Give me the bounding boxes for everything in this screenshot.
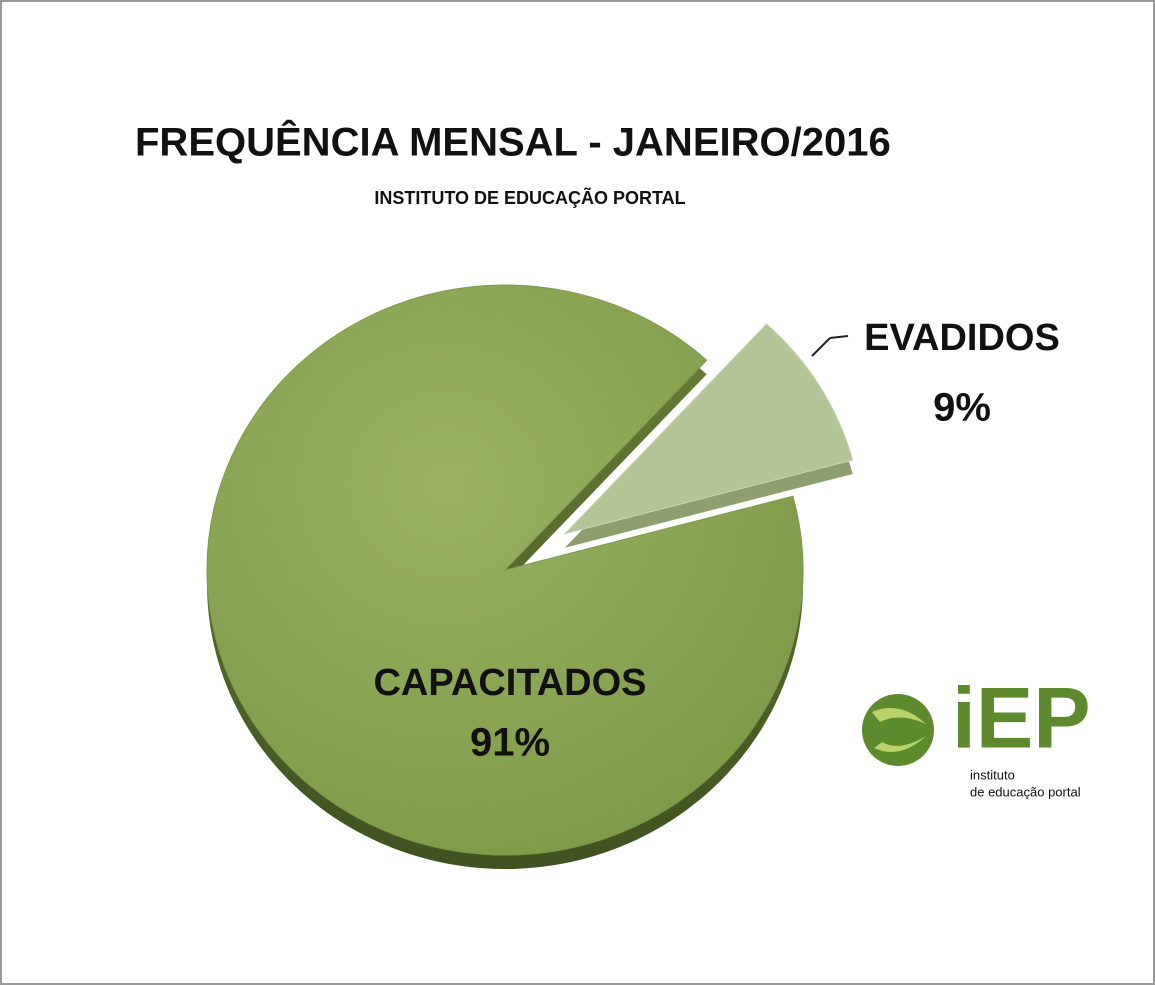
logo-leaf	[872, 708, 926, 724]
logo-text: iEP	[952, 671, 1091, 767]
slice-label: EVADIDOS	[864, 317, 1060, 359]
value-label: 9%	[933, 386, 991, 430]
logo-caption: instituto	[970, 767, 1015, 782]
logo-caption: de educação portal	[970, 784, 1081, 799]
leader-line	[829, 335, 849, 339]
slice	[563, 323, 854, 535]
chart-title: FREQUÊNCIA MENSAL - JANEIRO/2016	[135, 119, 891, 165]
value-label: 91%	[470, 721, 550, 765]
leader-line	[811, 337, 831, 357]
slice-label: CAPACITADOS	[373, 662, 646, 704]
logo-leaf	[874, 736, 926, 752]
slice	[206, 284, 804, 856]
logo-icon	[862, 694, 934, 766]
logo: iEP instituto de educação portal	[862, 671, 1091, 799]
pie	[206, 284, 854, 869]
chart-subtitle: INSTITUTO DE EDUCAÇÃO PORTAL	[374, 187, 685, 208]
